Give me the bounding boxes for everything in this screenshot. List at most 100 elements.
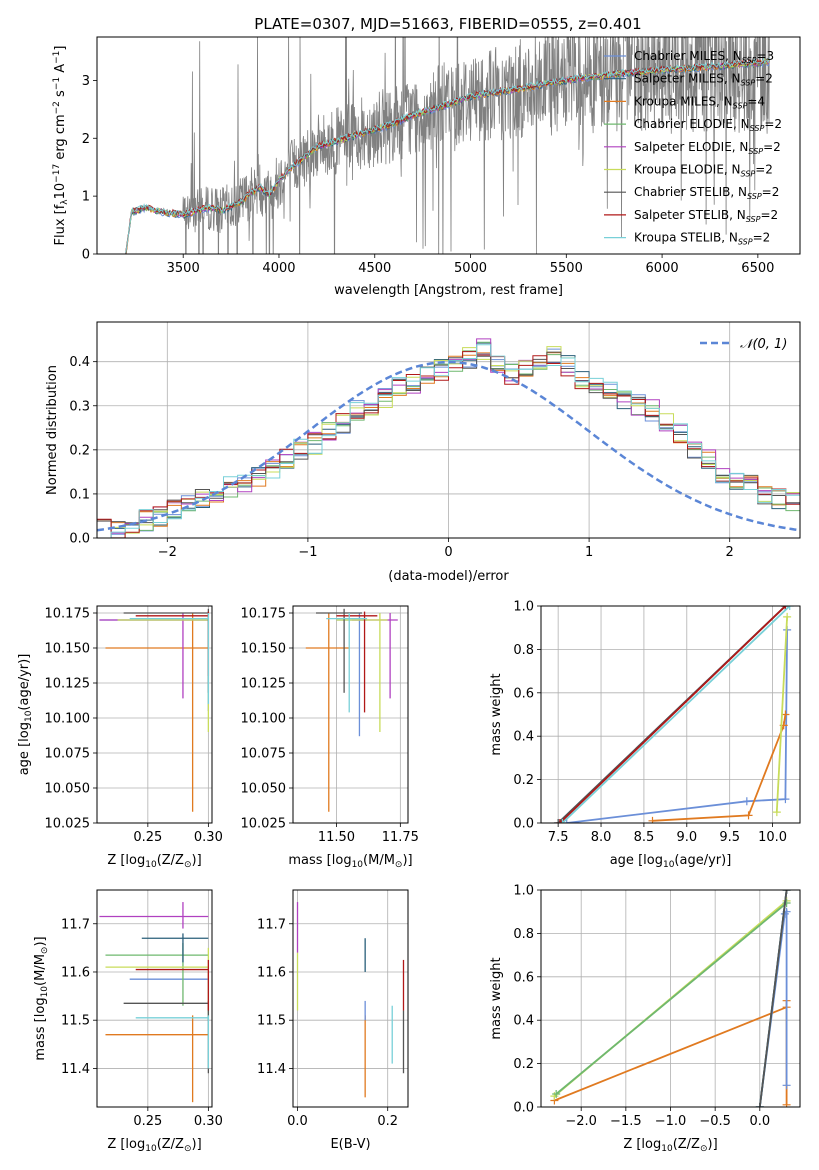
legend-entry: Kroupa ELODIE, NSSP=2 xyxy=(634,163,773,179)
y-tick-label: 10.175 xyxy=(241,607,287,622)
mass-vs-ebv-panel: 0.0 0.2 11.4 11.5 11.6 11.7 E(B-V) xyxy=(257,889,409,1152)
y-label-part: 10 xyxy=(53,183,68,200)
y-tick-label: 11.4 xyxy=(61,1062,90,1077)
mass-weight-line xyxy=(775,616,788,813)
y-tick-label: 0.4 xyxy=(69,355,90,370)
y-axis-label-part: (age/yr)] xyxy=(17,654,32,711)
legend-sub: SSP xyxy=(750,124,765,133)
y-axis-label: mass weight xyxy=(489,673,504,755)
x-tick-label: −2 xyxy=(158,545,177,560)
y-label-part: −2 xyxy=(52,101,62,114)
y-label-part: −17 xyxy=(52,164,62,183)
mass-weight-line xyxy=(555,902,788,1095)
y-axis-label: Flux [fλ10−17 erg cm−2 s−1 A−1] xyxy=(52,46,70,246)
x-tick-label: 0.30 xyxy=(194,1114,223,1129)
plus-marker xyxy=(555,819,564,823)
axes-frame xyxy=(292,889,409,1108)
legend-nssp: =2 xyxy=(763,140,781,154)
y-tick-label: 1.0 xyxy=(513,884,534,899)
plot-area xyxy=(554,606,794,823)
legend-nssp: =3 xyxy=(756,49,774,63)
legend-model: Kroupa MILES, N xyxy=(634,94,733,108)
y-axis-label-part: 10 xyxy=(40,986,50,998)
y-tick-label: 0.4 xyxy=(513,1014,534,1029)
plot-area xyxy=(296,902,405,1098)
y-tick-label: 10.125 xyxy=(45,677,91,692)
legend-nssp: =2 xyxy=(762,185,780,199)
x-axis-label-part: (Z/Z xyxy=(157,1137,184,1152)
y-label-part: −1 xyxy=(52,51,62,64)
x-axis-label-part: (M/M xyxy=(363,853,395,868)
y-tick-label: 10.100 xyxy=(241,712,287,727)
plus-marker xyxy=(782,1100,791,1107)
x-tick-label: −2.0 xyxy=(565,1114,597,1129)
y-tick-label: 11.5 xyxy=(257,1014,286,1029)
y-tick-label: 10.125 xyxy=(241,677,287,692)
grid xyxy=(541,889,800,1108)
plus-marker xyxy=(554,819,563,823)
mass-weight-vs-metallicity-panel: −2.0 −1.5 −1.0 −0.5 0.0 0.0 0.2 0.4 0.6 0.8 1.0 Z [… xyxy=(489,884,801,1154)
plus-marker xyxy=(785,606,794,610)
x-axis-label-part: ⊙ xyxy=(184,860,192,870)
plus-marker xyxy=(781,795,790,804)
plus-marker xyxy=(782,1081,791,1090)
y-tick-label: 3 xyxy=(82,74,90,89)
y-tick-label: 11.7 xyxy=(257,917,286,932)
y-tick-label: 11.6 xyxy=(61,965,90,980)
y-tick-label: 0.6 xyxy=(513,970,534,985)
mass-weight-line xyxy=(652,714,787,822)
plus-marker xyxy=(781,606,790,610)
y-axis-label: mass weight xyxy=(489,957,504,1039)
plus-marker xyxy=(744,811,753,820)
y-tick-label: 10.150 xyxy=(241,642,287,657)
plus-marker xyxy=(783,612,792,621)
residuals-panel: −2 −1 0 1 2 0.0 0.1 0.2 0.3 0.4 𝒩(0, 1) (data-model… xyxy=(45,321,801,584)
y-tick-label: 11.4 xyxy=(257,1062,286,1077)
legend-sub: SSP xyxy=(746,215,761,224)
plus-marker xyxy=(772,808,781,817)
axes-frame xyxy=(96,889,213,1108)
y-tick-label: 0.6 xyxy=(513,686,534,701)
model-spectrum-line xyxy=(125,57,770,253)
x-axis-label-part: 10 xyxy=(661,1144,673,1154)
x-tick-label: 6000 xyxy=(646,261,679,276)
x-tick-label: 2 xyxy=(726,545,734,560)
plus-marker xyxy=(558,819,567,823)
y-tick-label: 11.7 xyxy=(61,917,90,932)
legend-sub: SSP xyxy=(733,101,748,110)
legend-model: Chabrier MILES, N xyxy=(634,49,742,63)
x-axis-label-part: ⊙ xyxy=(395,860,403,870)
y-tick-label: 10.175 xyxy=(45,607,91,622)
x-axis-label-part: ⊙ xyxy=(184,1144,192,1154)
x-axis-label-part: 10 xyxy=(145,860,157,870)
x-axis-label-part: Z [log xyxy=(107,853,145,868)
legend-nssp: =2 xyxy=(755,163,773,177)
y-tick-label: 2 xyxy=(82,132,90,147)
x-tick-label: 4000 xyxy=(262,261,295,276)
legend-sub: SSP xyxy=(747,192,762,201)
y-tick-label: 10.075 xyxy=(241,747,287,762)
y-axis-label-part: )] xyxy=(33,936,48,946)
plus-marker xyxy=(782,890,791,894)
x-tick-label: 8.5 xyxy=(634,830,655,845)
x-tick-label: 3500 xyxy=(167,261,200,276)
y-tick-label: 0.0 xyxy=(513,817,534,832)
y-tick-label: 1.0 xyxy=(513,600,534,615)
x-tick-label: 9.5 xyxy=(719,830,740,845)
y-axis-label-part: ⊙ xyxy=(40,947,50,955)
legend-sub: SSP xyxy=(748,147,763,156)
x-axis-label-part: )] xyxy=(192,1137,202,1152)
y-tick-label: 10.100 xyxy=(45,712,91,727)
legend-model: Salpeter MILES, N xyxy=(634,72,741,86)
legend-entry: Salpeter MILES, NSSP=2 xyxy=(634,72,773,88)
y-tick-label: 0.0 xyxy=(69,532,90,547)
legend-sub: SSP xyxy=(741,170,756,179)
legend-nssp: =2 xyxy=(753,231,771,245)
y-label-part: A xyxy=(53,64,68,77)
x-tick-label: 0.0 xyxy=(749,1114,770,1129)
legend-entry: Chabrier STELIB, NSSP=2 xyxy=(634,185,779,201)
x-axis-label: Z [log10(Z/Z⊙)] xyxy=(107,853,201,870)
axes-frame xyxy=(96,321,801,539)
x-tick-label: 4500 xyxy=(358,261,391,276)
plot-area xyxy=(550,890,791,1107)
